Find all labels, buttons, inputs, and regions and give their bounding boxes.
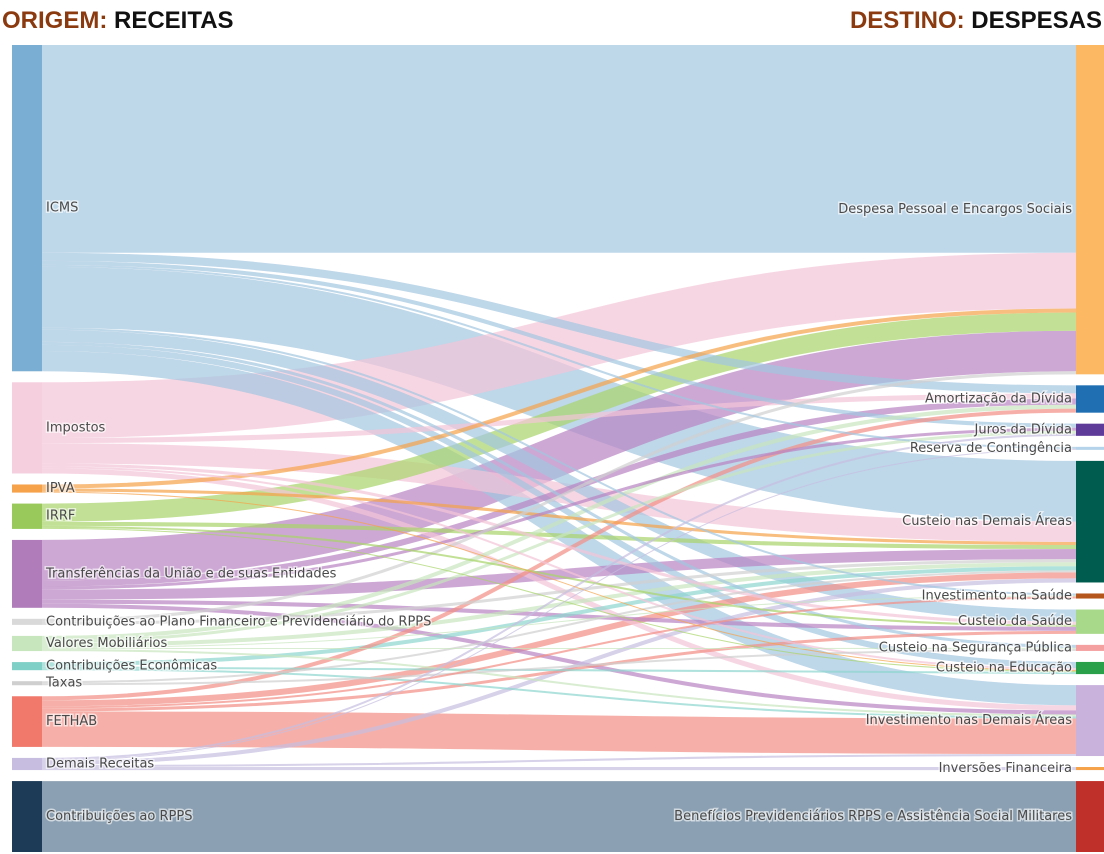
flow-link bbox=[41, 433, 1077, 760]
source-label: FETHAB bbox=[46, 714, 97, 729]
target-label: Custeio da Saúde bbox=[958, 614, 1072, 629]
flow-link bbox=[41, 260, 1077, 428]
flow-link bbox=[41, 264, 1077, 449]
source-node bbox=[12, 662, 42, 671]
links bbox=[41, 45, 1077, 853]
right-title: DESTINO: DESPESAS bbox=[850, 7, 1102, 34]
flow-link bbox=[41, 466, 1077, 671]
flow-link bbox=[41, 566, 1077, 667]
flow-link bbox=[41, 525, 1077, 627]
flow-link bbox=[41, 666, 1077, 675]
flow-link bbox=[41, 488, 1077, 545]
target-node bbox=[1076, 423, 1104, 436]
target-node bbox=[1076, 460, 1104, 583]
flow-link bbox=[41, 570, 1077, 684]
target-label: Custeio na Segurança Pública bbox=[879, 640, 1072, 655]
source-node bbox=[12, 681, 42, 686]
flow-link bbox=[41, 448, 1077, 761]
flow-link bbox=[41, 596, 1077, 709]
right-title-prefix: DESTINO: bbox=[850, 7, 965, 34]
left-title-prefix: ORIGEM: bbox=[2, 7, 107, 34]
target-node bbox=[1076, 685, 1104, 757]
flow-link bbox=[41, 754, 1077, 768]
target-label: Custeio nas Demais Áreas bbox=[902, 513, 1072, 529]
source-node bbox=[12, 618, 42, 625]
flow-link bbox=[41, 648, 1077, 686]
flow-link bbox=[41, 408, 1077, 701]
flow-link bbox=[41, 468, 1077, 711]
target-label: Investimento na Saúde bbox=[922, 589, 1072, 604]
target-label: Despesa Pessoal e Encargos Sociais bbox=[838, 202, 1072, 217]
flow-link bbox=[41, 463, 1077, 625]
flow-link bbox=[41, 630, 1077, 712]
target-node bbox=[1076, 45, 1104, 375]
target-label: Amortização da Dívida bbox=[925, 392, 1072, 407]
target-label: Juros da Dívida bbox=[974, 422, 1073, 437]
flow-link bbox=[41, 371, 1077, 622]
source-label: ICMS bbox=[46, 201, 78, 216]
source-label: Demais Receitas bbox=[46, 756, 154, 771]
flow-link bbox=[41, 572, 1077, 707]
target-label: Reserva de Contingência bbox=[910, 441, 1072, 456]
flow-link bbox=[41, 527, 1077, 673]
left-title-main: RECEITAS bbox=[114, 7, 234, 34]
flow-link bbox=[41, 603, 1077, 715]
source-node bbox=[12, 484, 42, 493]
flow-link bbox=[41, 351, 1077, 706]
target-node bbox=[1076, 781, 1104, 852]
flow-link bbox=[41, 595, 1077, 649]
source-label: Impostos bbox=[46, 420, 106, 435]
flow-link bbox=[41, 330, 1077, 581]
source-label: IPVA bbox=[46, 481, 75, 496]
target-node bbox=[1076, 385, 1104, 413]
flow-link bbox=[41, 649, 1077, 717]
target-node bbox=[1076, 767, 1104, 771]
target-node bbox=[1076, 609, 1104, 634]
source-node bbox=[12, 757, 42, 771]
flow-link bbox=[41, 308, 1077, 489]
source-node bbox=[12, 635, 42, 652]
target-label: Benefícios Previdenciários RPPS e Assist… bbox=[674, 809, 1072, 824]
source-label: Valores Mobiliários bbox=[46, 636, 168, 651]
source-label: Contribuições ao RPPS bbox=[46, 809, 192, 824]
target-label: Custeio na Educação bbox=[936, 661, 1072, 676]
target-node bbox=[1076, 593, 1104, 599]
source-node bbox=[12, 503, 42, 529]
flow-link bbox=[41, 344, 1077, 669]
source-node bbox=[12, 539, 42, 608]
flow-link bbox=[41, 252, 1077, 394]
nodes: ICMS Impostos IPVA IRRF Transferências da Un… bbox=[12, 45, 1104, 852]
flow-link bbox=[41, 427, 1077, 590]
source-node bbox=[12, 781, 42, 852]
source-label: Contribuições Econômicas bbox=[46, 659, 217, 674]
target-label: Investimento nas Demais Áreas bbox=[866, 712, 1073, 728]
source-node bbox=[12, 696, 42, 747]
target-node bbox=[1076, 661, 1104, 675]
target-label: Inversões Financeira bbox=[939, 761, 1072, 776]
flow-link bbox=[41, 491, 1077, 672]
flow-link bbox=[41, 549, 1077, 600]
source-label: IRRF bbox=[46, 509, 75, 524]
target-node bbox=[1076, 644, 1104, 651]
source-label: Contribuições ao Plano Financeiro e Prev… bbox=[46, 614, 431, 629]
source-label: Taxas bbox=[45, 676, 82, 691]
flow-link bbox=[41, 398, 1077, 587]
flow-link bbox=[41, 393, 1077, 444]
flow-link bbox=[41, 404, 1077, 640]
left-title: ORIGEM: RECEITAS bbox=[2, 7, 234, 34]
source-label: Transferências da União e de suas Entida… bbox=[45, 566, 337, 581]
flow-link bbox=[41, 711, 1077, 755]
source-node bbox=[12, 382, 42, 474]
flow-link bbox=[41, 668, 1077, 719]
target-node bbox=[1076, 446, 1104, 450]
flow-link bbox=[41, 430, 1077, 643]
flow-link bbox=[41, 266, 1077, 522]
flow-link bbox=[41, 559, 1077, 625]
right-title-main: DESPESAS bbox=[971, 7, 1102, 34]
source-node bbox=[12, 45, 42, 372]
